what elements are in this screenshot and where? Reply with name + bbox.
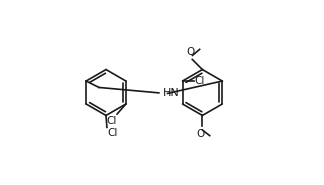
Text: O: O <box>197 129 205 139</box>
Text: O: O <box>187 47 195 57</box>
Text: Cl: Cl <box>106 116 117 126</box>
Text: Cl: Cl <box>194 76 204 86</box>
Text: HN: HN <box>163 88 180 98</box>
Text: Cl: Cl <box>107 128 118 138</box>
